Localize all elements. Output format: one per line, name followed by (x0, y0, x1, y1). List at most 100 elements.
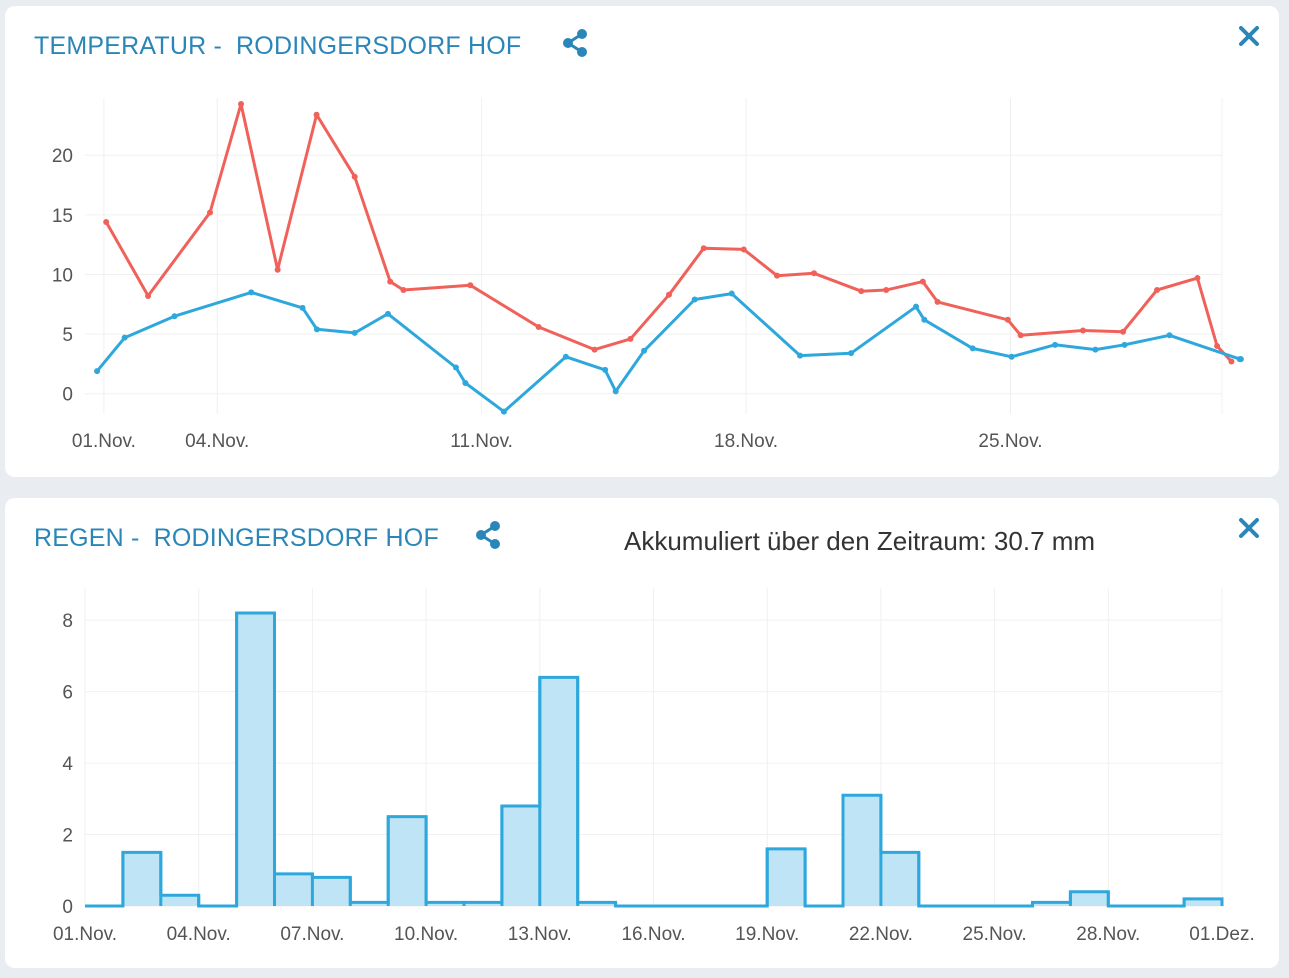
x-tick-label: 25.Nov. (978, 431, 1042, 452)
rain-panel-title: REGEN - RODINGERSDORF HOF (34, 524, 439, 553)
y-tick-label: 8 (62, 611, 73, 632)
accumulated-rain-text: Akkumuliert über den Zeitraum: 30.7 mm (624, 526, 1096, 556)
share-icon[interactable] (562, 28, 588, 58)
x-tick-label: 25.Nov. (963, 924, 1027, 945)
data-point-max (313, 111, 320, 118)
temperature-panel: TEMPERATUR - RODINGERSDORF HOF 0 5 10 15 20 01… (5, 6, 1279, 477)
data-point-max (591, 346, 598, 353)
rain-bar (236, 613, 275, 906)
data-point-min (969, 345, 976, 352)
data-point-max (1214, 343, 1221, 350)
data-point-max (1004, 316, 1011, 323)
x-tick-label: 13.Nov. (508, 924, 572, 945)
x-tick-label: 11.Nov. (450, 431, 513, 452)
data-point-max (1194, 275, 1201, 282)
x-tick-label: 19.Nov. (735, 924, 799, 945)
close-icon[interactable] (1237, 24, 1261, 48)
x-tick-label: 16.Nov. (621, 924, 685, 945)
data-point-max (207, 209, 214, 216)
rain-bar (1184, 898, 1222, 906)
data-point-min (384, 310, 391, 317)
rain-bar (160, 895, 199, 906)
data-point-max (919, 278, 926, 285)
temperature-station-name: RODINGERSDORF HOF (236, 32, 522, 60)
x-tick-label: 01.Dez. (1189, 924, 1254, 945)
data-point-max (145, 292, 152, 299)
data-point-max (1079, 327, 1086, 334)
data-point-min (691, 296, 698, 303)
temperature-chart: 0 5 10 15 20 01.Nov. 04.Nov. 11.Nov. 18.Nov. 25.N… (52, 98, 1244, 452)
x-tick-label: 01.Nov. (72, 431, 136, 452)
y-tick-label: 6 (62, 683, 73, 704)
data-point-min (1237, 356, 1244, 363)
data-point-max (627, 335, 634, 342)
rain-bar (350, 902, 389, 906)
rain-bar (577, 902, 616, 906)
data-point-min (351, 329, 358, 336)
data-point-min (1008, 353, 1015, 360)
y-tick-label: 0 (62, 385, 73, 406)
rain-bar (767, 848, 806, 906)
rain-bar (464, 902, 502, 906)
x-tick-label: 10.Nov. (394, 924, 458, 945)
data-point-min (797, 352, 804, 359)
data-point-min (728, 290, 735, 297)
rain-chart: 0 2 4 6 8 01.Nov. 04.Nov. 07.Nov. 10.Nov. 13.Nov.… (53, 588, 1255, 945)
y-tick-label: 5 (62, 325, 73, 346)
data-point-min (313, 326, 320, 333)
data-point-min (500, 408, 507, 415)
data-point-min (913, 303, 920, 310)
data-point-min (641, 347, 648, 354)
data-point-min (462, 379, 469, 386)
data-point-max (387, 278, 394, 285)
rain-bar (1070, 891, 1109, 906)
rain-bar (122, 852, 161, 906)
data-point-max (238, 100, 245, 107)
data-point-max (1017, 332, 1024, 339)
data-point-min (94, 368, 101, 375)
y-tick-label: 2 (62, 826, 73, 847)
rain-bar (501, 805, 540, 906)
data-point-max (934, 298, 941, 305)
x-tick-label: 22.Nov. (849, 924, 913, 945)
series-line-max (104, 102, 1233, 363)
data-point-max (883, 286, 890, 293)
data-point-min (562, 353, 569, 360)
y-tick-label: 0 (62, 897, 73, 918)
x-tick-label: 07.Nov. (280, 924, 344, 945)
data-point-min (1121, 341, 1128, 348)
y-tick-label: 20 (52, 146, 73, 167)
x-tick-label: 01.Nov. (53, 924, 117, 945)
data-point-max (665, 291, 672, 298)
data-point-min (848, 350, 855, 357)
rain-bar (1032, 902, 1071, 906)
y-tick-label: 15 (52, 206, 73, 227)
data-point-min (171, 313, 178, 320)
data-point-max (535, 323, 542, 330)
temperature-title-prefix: TEMPERATUR - (34, 32, 223, 60)
data-point-min (1092, 346, 1099, 353)
data-point-min (921, 316, 928, 323)
rain-panel: REGEN - RODINGERSDORF HOF Akkumuliert übe… (5, 498, 1279, 968)
rain-bar (388, 816, 427, 906)
series-line-min (95, 290, 1243, 414)
close-icon[interactable] (1237, 516, 1261, 540)
data-point-max (811, 270, 818, 277)
data-point-max (1154, 286, 1161, 293)
data-point-max (351, 173, 358, 180)
rain-station-name: RODINGERSDORF HOF (153, 524, 439, 552)
data-point-max (1228, 358, 1235, 365)
rain-bar (880, 852, 919, 906)
data-point-max (774, 272, 781, 279)
rain-bar (843, 795, 881, 906)
x-tick-label: 18.Nov. (714, 431, 778, 452)
data-point-min (248, 289, 255, 296)
data-point-max (740, 246, 747, 253)
share-icon[interactable] (475, 520, 501, 550)
data-point-min (299, 304, 306, 311)
data-point-min (612, 388, 619, 395)
data-point-max (400, 286, 407, 293)
data-point-max (274, 266, 281, 273)
x-tick-label: 04.Nov. (185, 431, 249, 452)
x-tick-label: 04.Nov. (167, 924, 231, 945)
